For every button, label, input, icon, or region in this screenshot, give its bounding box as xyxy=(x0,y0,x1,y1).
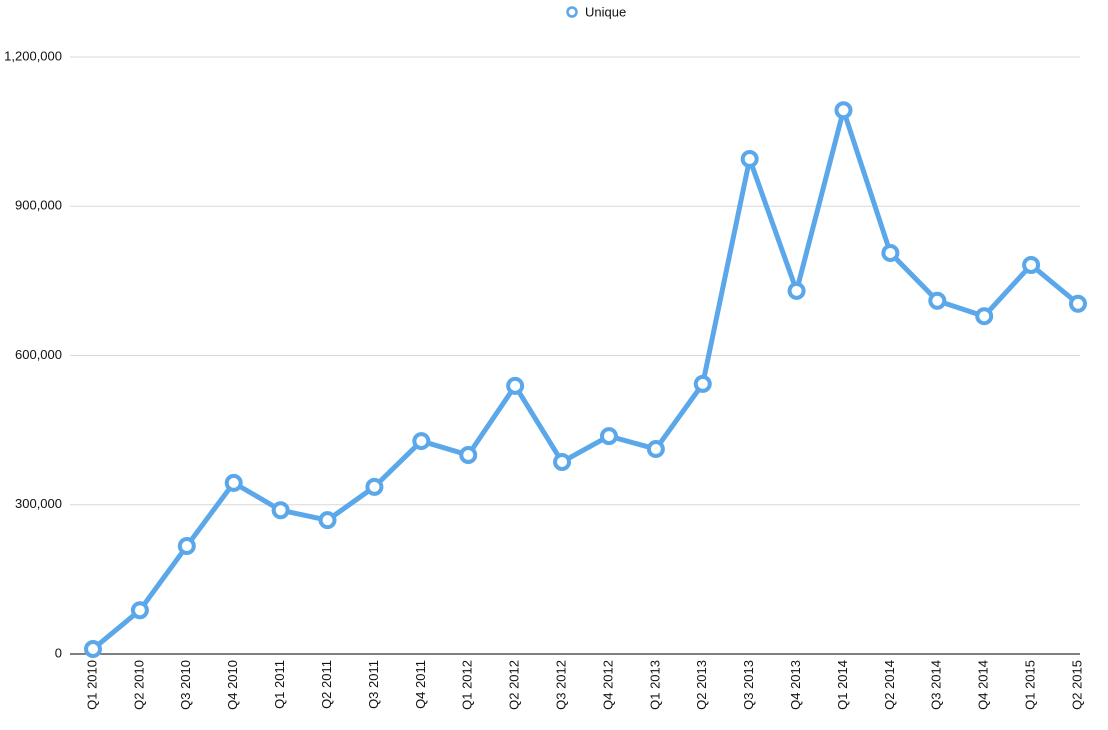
data-line xyxy=(91,107,1080,651)
x-tick-label: Q3 2011 xyxy=(366,660,381,709)
x-tick-label: Q2 2010 xyxy=(131,660,146,710)
x-tick-label: Q4 2014 xyxy=(976,660,991,710)
data-point xyxy=(975,307,994,326)
data-point xyxy=(365,477,384,496)
data-point xyxy=(506,376,525,395)
x-tick-label: Q1 2015 xyxy=(1023,660,1038,710)
y-tick-label: 1,200,000 xyxy=(4,48,62,63)
x-tick-label: Q2 2011 xyxy=(319,660,334,709)
data-point xyxy=(412,432,431,451)
data-point xyxy=(740,149,759,168)
x-tick-label: Q4 2011 xyxy=(413,660,428,709)
x-tick-label: Q2 2012 xyxy=(507,660,522,710)
x-tick-label: Q3 2012 xyxy=(553,660,568,710)
data-point xyxy=(646,440,665,459)
x-tick-label: Q4 2010 xyxy=(225,660,240,710)
x-tick-label: Q1 2012 xyxy=(460,660,475,710)
data-point xyxy=(881,244,900,263)
x-tick-label: Q2 2015 xyxy=(1069,660,1084,710)
data-point xyxy=(928,291,947,310)
data-point xyxy=(459,446,478,464)
x-tick-label: Q3 2010 xyxy=(178,660,193,710)
data-point xyxy=(271,501,290,520)
data-point xyxy=(1069,294,1087,313)
data-point xyxy=(834,101,853,120)
x-tick-label: Q3 2014 xyxy=(929,660,944,710)
x-tick-label: Q1 2014 xyxy=(835,660,850,710)
data-point xyxy=(1022,255,1041,274)
x-tick-label: Q3 2013 xyxy=(741,660,756,710)
data-point xyxy=(130,601,149,620)
x-tick-label: Q1 2011 xyxy=(272,660,287,709)
y-tick-label: 600,000 xyxy=(15,347,62,362)
x-tick-label: Q1 2013 xyxy=(647,660,662,710)
data-point xyxy=(693,374,712,393)
x-tick-label: Q4 2013 xyxy=(788,660,803,710)
legend-marker xyxy=(566,6,578,18)
data-point xyxy=(224,473,243,492)
x-tick-label: Q4 2012 xyxy=(600,660,615,710)
legend: Unique xyxy=(566,4,626,19)
data-point xyxy=(787,281,806,300)
data-point xyxy=(84,640,102,659)
data-point xyxy=(599,427,618,446)
data-point xyxy=(553,452,572,471)
x-tick-label: Q2 2013 xyxy=(694,660,709,710)
x-tick-label: Q2 2014 xyxy=(882,660,897,710)
y-tick-label: 0 xyxy=(55,645,62,660)
y-tick-label: 900,000 xyxy=(15,198,62,213)
legend-label: Unique xyxy=(585,4,626,19)
data-point xyxy=(177,537,196,556)
y-tick-label: 300,000 xyxy=(15,496,62,511)
data-point xyxy=(318,511,337,530)
x-tick-label: Q1 2010 xyxy=(84,660,99,710)
